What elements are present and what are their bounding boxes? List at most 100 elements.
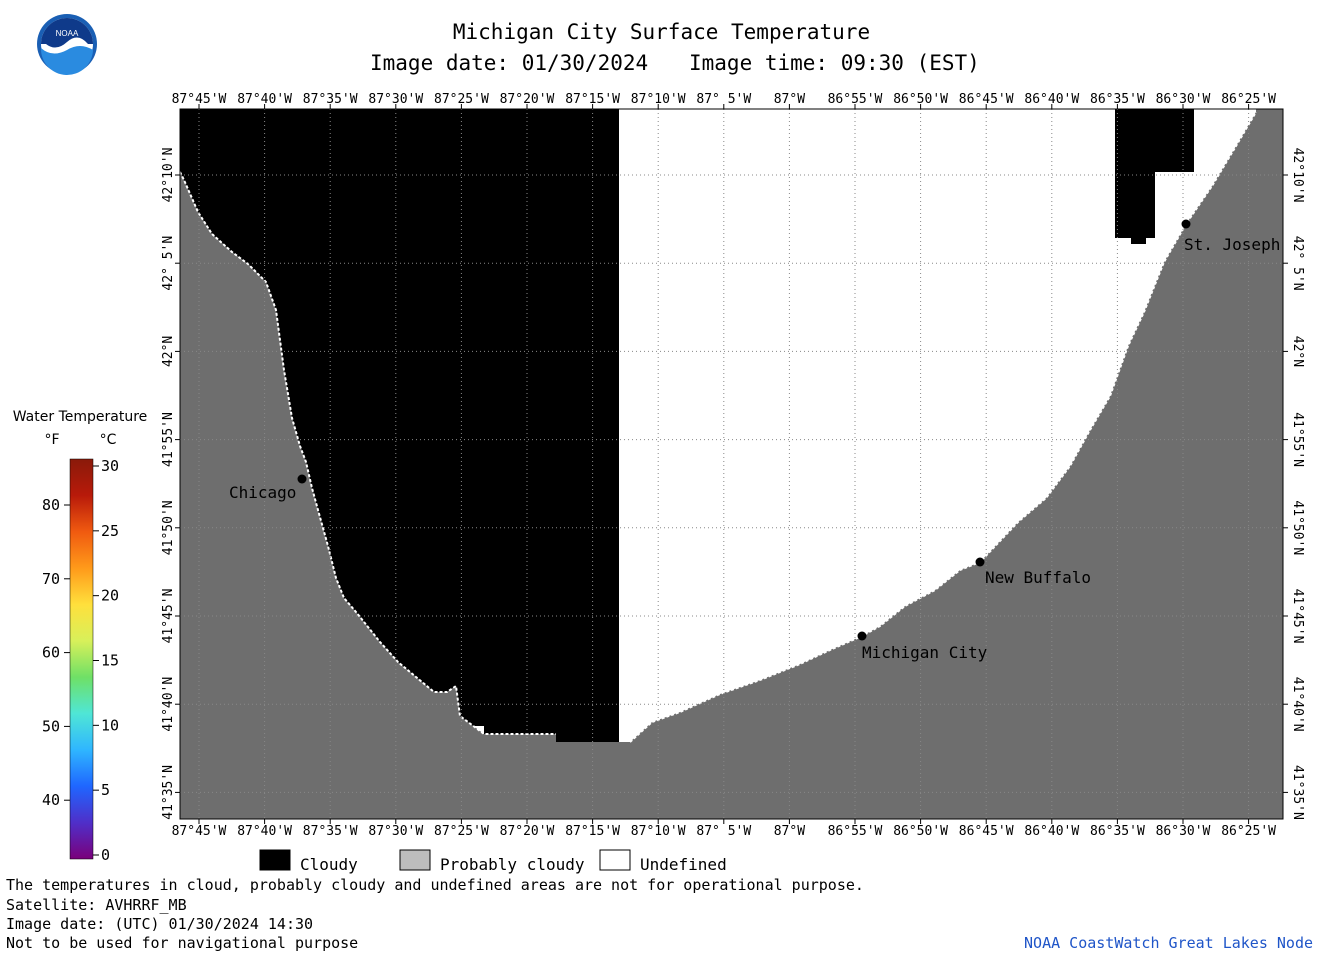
cloudy-region-northeast — [1115, 109, 1194, 244]
category-label: Cloudy — [300, 855, 358, 874]
unit-fahrenheit: °F — [44, 432, 59, 448]
footer-note: The temperatures in cloud, probably clou… — [6, 876, 864, 894]
lon-label-top: 87°25'W — [434, 92, 489, 107]
celsius-tick-label: 30 — [101, 457, 119, 475]
lon-label-top: 86°45'W — [959, 92, 1014, 107]
noaa-logo: NOAA — [37, 14, 97, 76]
celsius-tick-label: 10 — [101, 716, 119, 734]
lon-label-top: 87°40'W — [237, 92, 292, 107]
lon-label-top: 86°35'W — [1090, 92, 1145, 107]
colorbar — [69, 458, 94, 860]
lat-label-right: 42°N — [1290, 336, 1305, 367]
unit-celsius: °C — [100, 432, 117, 448]
lon-label-top: 87°15'W — [565, 92, 620, 107]
lon-label-bottom: 87°25'W — [434, 824, 489, 839]
lon-label-bottom: 87°10'W — [631, 824, 686, 839]
city-label-new-buffalo: New Buffalo — [985, 568, 1091, 587]
image-time: Image time: 09:30 (EST) — [689, 51, 980, 75]
land-west — [180, 109, 1283, 819]
temperature-legend: Water Temperature °F °C 3025201510508070… — [13, 409, 148, 864]
celsius-tick-label: 5 — [101, 781, 110, 799]
lon-label-bottom: 86°45'W — [959, 824, 1014, 839]
celsius-tick-label: 25 — [101, 522, 119, 540]
category-legend: Cloudy Probably cloudy Undefined — [259, 849, 727, 874]
lon-label-bottom: 87°20'W — [500, 824, 555, 839]
city-label-st-joseph: St. Joseph — [1184, 235, 1280, 254]
axis-ticks: 87°45'W 87°45'W 87°40'W 87°40'W 87°35'W 87°35… — [161, 92, 1305, 839]
lon-label-top: 87°20'W — [500, 92, 555, 107]
lon-label-top: 87°35'W — [303, 92, 358, 107]
lat-label-left: 41°35'N — [161, 765, 176, 820]
lon-label-bottom: 86°55'W — [828, 824, 883, 839]
lat-label-right: 41°55'N — [1290, 412, 1305, 467]
map-frame — [179, 108, 1284, 820]
lon-label-top: 86°55'W — [828, 92, 883, 107]
celsius-tick-label: 15 — [101, 652, 119, 670]
lon-label-bottom: 87° 5'W — [696, 824, 751, 839]
lon-label-bottom: 86°35'W — [1090, 824, 1145, 839]
category-swatch — [399, 849, 431, 871]
lon-label-bottom: 87°40'W — [237, 824, 292, 839]
celsius-tick-label: 0 — [101, 846, 110, 864]
fahrenheit-tick-label: 40 — [42, 791, 60, 809]
lat-label-left: 41°55'N — [161, 412, 176, 467]
new-buffalo-marker — [975, 557, 985, 567]
lat-label-left: 41°50'N — [161, 500, 176, 555]
category-swatch — [599, 849, 631, 871]
st-joseph-marker — [1181, 219, 1191, 229]
legend-title: Water Temperature — [13, 409, 148, 425]
lon-label-bottom: 86°40'W — [1024, 824, 1079, 839]
category-label: Undefined — [640, 855, 727, 874]
city-label-chicago: Chicago — [229, 483, 296, 502]
chicago-marker — [297, 474, 307, 484]
michigan-city-marker — [857, 631, 867, 641]
lat-label-left: 42°10'N — [161, 148, 176, 203]
lon-label-top: 87° 5'W — [696, 92, 751, 107]
city-markers: Chicago St. Joseph New Buffalo Michigan … — [229, 219, 1280, 662]
celsius-tick-label: 20 — [101, 587, 119, 605]
lon-label-bottom: 87°30'W — [368, 824, 423, 839]
lat-label-right: 42°10'N — [1290, 148, 1305, 203]
credit-link[interactable]: NOAA CoastWatch Great Lakes Node — [1024, 934, 1313, 952]
cloudy-region — [180, 109, 619, 742]
page-title: Michigan City Surface Temperature — [452, 20, 871, 44]
lon-label-bottom: 87°35'W — [303, 824, 358, 839]
lon-label-bottom: 86°50'W — [893, 824, 948, 839]
category-swatch — [259, 849, 291, 871]
city-label-michigan-city: Michigan City — [862, 643, 988, 662]
lat-label-left: 41°40'N — [161, 677, 176, 732]
lat-label-right: 41°35'N — [1290, 765, 1305, 820]
lon-label-bottom: 86°25'W — [1221, 824, 1276, 839]
lat-label-right: 41°50'N — [1290, 500, 1305, 555]
fahrenheit-tick-label: 80 — [42, 496, 60, 514]
fahrenheit-tick-label: 70 — [42, 570, 60, 588]
lon-label-top: 86°50'W — [893, 92, 948, 107]
lon-label-bottom: 87°15'W — [565, 824, 620, 839]
lon-label-top: 87°45'W — [172, 92, 227, 107]
footer-image-date: Image date: (UTC) 01/30/2024 14:30 — [6, 915, 314, 933]
lon-label-bottom: 87°45'W — [172, 824, 227, 839]
footer-navigation: Not to be used for navigational purpose — [6, 934, 359, 952]
lat-label-left: 41°45'N — [161, 589, 176, 644]
lon-label-top: 86°30'W — [1156, 92, 1211, 107]
lat-label-right: 42° 5'N — [1290, 236, 1305, 291]
map-border — [179, 108, 1284, 820]
lat-label-right: 41°45'N — [1290, 589, 1305, 644]
lat-label-left: 42° 5'N — [161, 236, 176, 291]
fahrenheit-tick-label: 60 — [42, 644, 60, 662]
lon-label-bottom: 87°W — [774, 824, 805, 839]
fahrenheit-tick-label: 50 — [42, 717, 60, 735]
footer-satellite: Satellite: AVHRRF_MB — [6, 896, 187, 914]
category-label: Probably cloudy — [440, 855, 585, 874]
lon-label-top: 87°30'W — [368, 92, 423, 107]
lon-label-top: 86°40'W — [1024, 92, 1079, 107]
lon-label-top: 87°W — [774, 92, 805, 107]
lat-label-left: 42°N — [161, 336, 176, 367]
lon-label-top: 86°25'W — [1221, 92, 1276, 107]
lat-label-right: 41°40'N — [1290, 677, 1305, 732]
svg-text:NOAA: NOAA — [56, 29, 79, 38]
image-date: Image date: 01/30/2024 — [370, 51, 649, 75]
lon-label-top: 87°10'W — [631, 92, 686, 107]
